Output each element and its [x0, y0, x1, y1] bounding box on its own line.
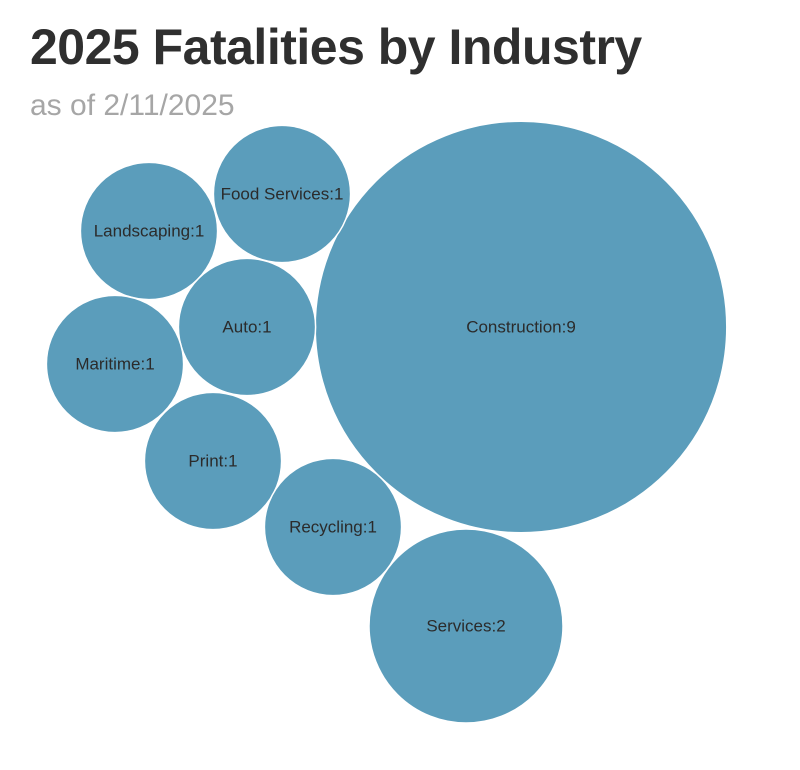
- bubble-label-construction: Construction:9: [466, 318, 576, 337]
- bubble-recycling: [263, 457, 403, 597]
- bubble-label-food-services: Food Services:1: [221, 185, 344, 204]
- chart-title: 2025 Fatalities by Industry: [30, 19, 642, 75]
- bubble-label-print: Print:1: [188, 452, 237, 471]
- bubble-label-services: Services:2: [426, 617, 505, 636]
- bubble-label-recycling: Recycling:1: [289, 518, 377, 537]
- bubble-label-landscaping: Landscaping:1: [94, 222, 205, 241]
- bubble-landscaping: [79, 161, 219, 301]
- bubble-print: [143, 391, 283, 531]
- chart-subtitle: as of 2/11/2025: [30, 89, 235, 122]
- bubble-label-auto: Auto:1: [222, 318, 271, 337]
- bubble-label-maritime: Maritime:1: [75, 355, 154, 374]
- bubble-auto: [177, 257, 317, 397]
- bubble-services: [368, 528, 564, 724]
- bubbles-group: Construction:9 Services:2 Food Services:1 L…: [45, 120, 728, 724]
- bubble-maritime: [45, 294, 185, 434]
- bubble-food-services: [212, 124, 352, 264]
